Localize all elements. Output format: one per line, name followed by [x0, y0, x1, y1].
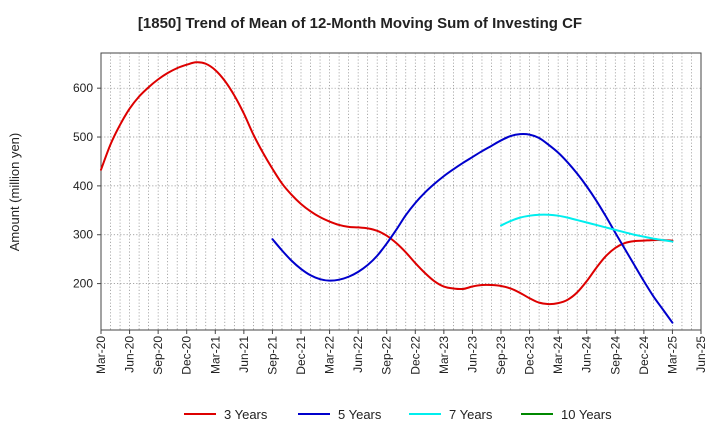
x-tick-label: Mar-22 — [323, 336, 337, 374]
x-tick-label: Jun-25 — [694, 336, 708, 373]
y-tick-label: 500 — [73, 130, 93, 144]
y-tick-label: 300 — [73, 228, 93, 242]
x-tick-label: Mar-24 — [551, 336, 565, 374]
legend-label-3-years: 3 Years — [224, 407, 268, 422]
y-axis: 200 300 400 500 600 — [73, 81, 101, 291]
x-tick-label: Jun-20 — [123, 336, 137, 373]
legend-label-10-years: 10 Years — [561, 407, 612, 422]
series-line-7-years — [500, 213, 674, 243]
x-tick-label: Jun-22 — [351, 336, 365, 373]
y-tick-label: 400 — [73, 179, 93, 193]
x-tick-label: Mar-25 — [665, 336, 679, 374]
series-group — [100, 61, 674, 324]
x-tick-label: Sep-22 — [380, 336, 394, 375]
x-tick-label: Sep-24 — [608, 336, 622, 375]
x-tick-label: Sep-21 — [265, 336, 279, 375]
plot-area — [100, 52, 702, 331]
y-tick-label: 600 — [73, 81, 93, 95]
legend-label-7-years: 7 Years — [449, 407, 493, 422]
x-tick-label: Mar-21 — [208, 336, 222, 374]
y-axis-label: Amount (million yen) — [7, 133, 22, 252]
x-tick-label: Mar-23 — [437, 336, 451, 374]
grid — [101, 53, 701, 330]
x-tick-label: Mar-20 — [94, 336, 108, 374]
x-tick-label: Sep-23 — [494, 336, 508, 375]
x-tick-label: Dec-23 — [523, 336, 537, 375]
x-tick-label: Dec-22 — [408, 336, 422, 375]
plot-border — [100, 52, 702, 331]
x-tick-label: Jun-23 — [465, 336, 479, 373]
x-axis: Mar-20 Jun-20 Sep-20 Dec-20 Mar-21 Jun-21 Sep-… — [94, 330, 708, 375]
x-tick-label: Jun-21 — [237, 336, 251, 373]
legend-label-5-years: 5 Years — [338, 407, 382, 422]
series-line-3-years — [100, 61, 674, 306]
series-line-5-years — [271, 132, 674, 324]
x-tick-label: Dec-21 — [294, 336, 308, 375]
x-tick-label: Dec-24 — [637, 336, 651, 375]
legend: 3 Years 5 Years 7 Years 10 Years — [184, 407, 612, 422]
x-tick-label: Sep-20 — [151, 336, 165, 375]
x-tick-label: Dec-20 — [180, 336, 194, 375]
y-tick-label: 200 — [73, 277, 93, 291]
chart-title: [1850] Trend of Mean of 12-Month Moving … — [138, 15, 582, 32]
x-tick-label: Jun-24 — [580, 336, 594, 373]
